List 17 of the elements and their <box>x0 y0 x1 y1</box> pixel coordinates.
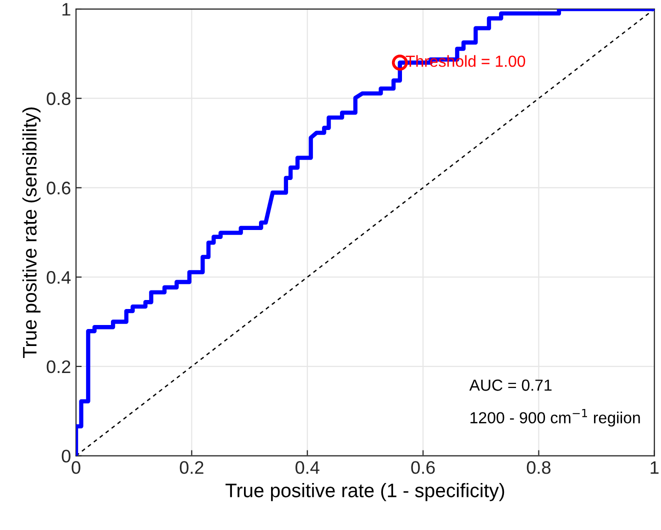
x-tick-label: 0 <box>72 461 80 474</box>
x-tick-label: 1 <box>650 461 659 474</box>
x-tick-label: 0.2 <box>180 461 204 474</box>
x-tick-label: 0.8 <box>526 461 550 474</box>
x-axis-title: True positive rate (1 - specificity) <box>226 483 504 502</box>
y-tick-label: 1 <box>62 3 70 16</box>
annotation: AUC = 0.71 <box>469 380 552 391</box>
x-tick-label: 0.4 <box>296 461 320 474</box>
y-tick-label: 0 <box>62 450 70 463</box>
annotation: 1200 - 900 cm$^{−1}$ regiion <box>470 408 640 427</box>
x-tick-label: 0.6 <box>411 461 435 474</box>
y-tick-label: 0.2 <box>46 360 70 374</box>
line-series <box>76 9 654 456</box>
y-tick-label: 0.6 <box>46 182 70 194</box>
y-axis-title: True positive rate (sensibility) <box>22 108 40 358</box>
y-tick-label: 0.8 <box>46 92 70 106</box>
y-tick-label: 0.4 <box>46 271 71 284</box>
